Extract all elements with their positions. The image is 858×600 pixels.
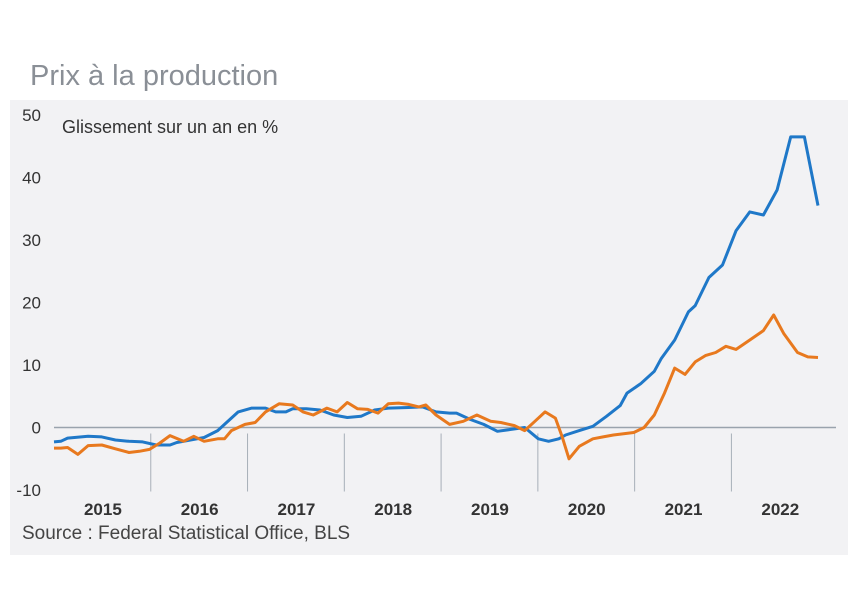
y-axis-label: Glissement sur un an en %	[62, 117, 278, 137]
x-axis-ticks: 2015 2016 2017 2018 2019 2020 2021 2022	[84, 433, 799, 519]
series-lines	[53, 135, 820, 461]
series-line-allemagne	[53, 135, 820, 447]
y-tick-label: 20	[22, 294, 41, 313]
x-tick-label: 2020	[568, 500, 606, 519]
chart-panel	[10, 100, 848, 555]
y-tick-label: 10	[22, 356, 41, 375]
series-line-etats-unis	[54, 313, 819, 461]
chart-title: Prix à la production	[30, 60, 279, 92]
x-tick-label: 2015	[84, 500, 122, 519]
y-tick-label: -10	[16, 481, 41, 500]
x-tick-label: 2019	[471, 500, 509, 519]
x-tick-label: 2016	[181, 500, 219, 519]
y-axis-ticks: 50 40 30 20 10 0 -10	[16, 106, 41, 500]
y-tick-label: 0	[32, 419, 41, 438]
x-tick-label: 2021	[665, 500, 703, 519]
source-note: Source : Federal Statistical Office, BLS	[22, 523, 351, 544]
y-tick-label: 30	[22, 231, 41, 250]
x-tick-label: 2022	[761, 500, 799, 519]
x-tick-label: 2017	[278, 500, 316, 519]
y-tick-label: 50	[22, 106, 41, 125]
y-tick-label: 40	[22, 169, 41, 188]
x-tick-label: 2018	[374, 500, 412, 519]
